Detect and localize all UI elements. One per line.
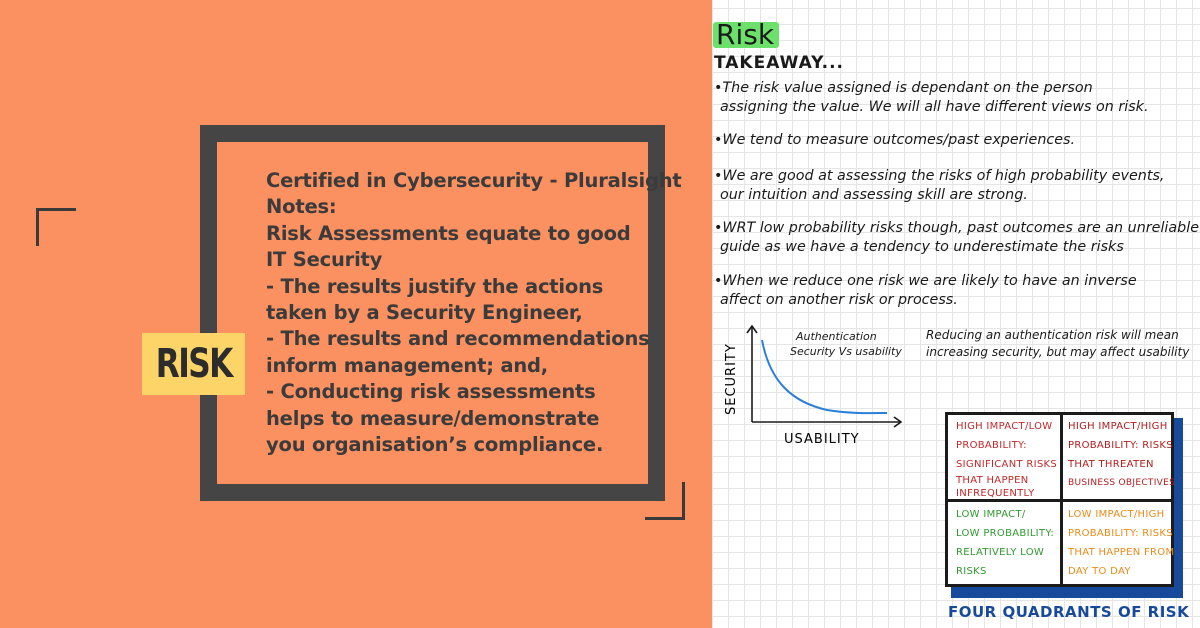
quadrant-line: DAY TO DAY	[1068, 566, 1131, 577]
quadrant-line: PROBABILITY: RISKS	[1068, 528, 1173, 539]
chart-note-line: Reducing an authentication risk will mea…	[926, 328, 1179, 342]
chart-note: Reducing an authentication risk will mea…	[926, 327, 1189, 361]
chart-caption-line: Authentication	[796, 330, 877, 343]
bullet-line: guide as we have a tendency to underesti…	[720, 239, 1124, 255]
quadrant-line: PROBABILITY: RISKS	[1068, 440, 1173, 451]
notes-line: - The results justify the actions	[266, 274, 604, 298]
quadrant-line: LOW PROBABILITY:	[956, 528, 1055, 539]
bullet-item: •We tend to measure outcomes/past experi…	[714, 131, 1075, 150]
bullet-line: •We tend to measure outcomes/past experi…	[714, 132, 1076, 148]
quadrant-line: RISKS	[956, 566, 987, 577]
notes-frame	[200, 125, 665, 501]
risk-badge-label: RISK	[155, 341, 233, 387]
notes-line: you organisation’s compliance.	[266, 433, 604, 457]
corner-bracket-top-left	[36, 208, 76, 246]
notes-line: - Conducting risk assessments	[266, 380, 596, 404]
bullet-item: •We are good at assessing the risks of h…	[714, 167, 1164, 205]
quadrant-low-impact-high-probability: LOW IMPACT/HIGH PROBABILITY: RISKS THAT …	[1068, 505, 1174, 581]
risk-quadrant-grid: HIGH IMPACT/LOW PROBABILITY: SIGNIFICANT…	[945, 412, 1175, 587]
notes-line: Risk Assessments equate to good	[266, 221, 631, 245]
notes-line: Notes:	[266, 195, 337, 219]
bullet-line: •When we reduce one risk we are likely t…	[714, 273, 1137, 289]
title-highlight	[713, 22, 779, 48]
notes-line: IT Security	[266, 248, 383, 272]
notes-title: Risk	[716, 18, 775, 51]
quadrant-line: BUSINESS OBJECTIVES	[1068, 478, 1176, 488]
quadrant-line: SIGNIFICANT RISKS	[956, 459, 1058, 470]
bullet-line: affect on another risk or process.	[720, 292, 958, 308]
notes-line: - The results and recommendations	[266, 327, 650, 351]
quadrant-line: THAT THREATEN	[1068, 459, 1154, 470]
quadrant-low-impact-low-probability: LOW IMPACT/ LOW PROBABILITY: RELATIVELY …	[956, 505, 1054, 581]
quadrant-line: HIGH IMPACT/HIGH	[1068, 421, 1168, 432]
quadrant-line: THAT HAPPEN	[956, 475, 1029, 486]
quadrant-line: HIGH IMPACT/LOW	[956, 421, 1053, 432]
quadrant-divider-horizontal	[948, 499, 1171, 502]
quadrant-line: PROBABILITY:	[956, 440, 1027, 451]
takeaway-heading: TAKEAWAY...	[714, 53, 844, 73]
quadrant-line: RELATIVELY LOW	[956, 547, 1045, 558]
chart-caption-line: Security Vs usability	[790, 345, 902, 358]
chart-y-arrow	[746, 324, 758, 334]
chart-x-label: USABILITY	[784, 432, 860, 447]
notes-line: inform management; and,	[266, 353, 549, 377]
chart-caption: Authentication Security Vs usability	[790, 329, 902, 359]
bullet-line: •The risk value assigned is dependant on…	[714, 80, 1093, 96]
notes-line: Certified in Cybersecurity - Pluralsight	[266, 169, 682, 192]
bullet-item: •When we reduce one risk we are likely t…	[714, 272, 1137, 310]
risk-badge: RISK	[142, 333, 245, 395]
quadrant-high-impact-high-probability: HIGH IMPACT/HIGH PROBABILITY: RISKS THAT…	[1068, 417, 1175, 493]
chart-x-arrow	[893, 416, 903, 428]
corner-bracket-bottom-right	[645, 482, 685, 520]
quadrant-line: LOW IMPACT/	[956, 509, 1026, 520]
notes-text: Certified in Cybersecurity - Pluralsight…	[266, 168, 682, 458]
notes-line: helps to measure/demonstrate	[266, 406, 600, 430]
bullet-line: •WRT low probability risks though, past …	[714, 220, 1200, 236]
chart-curve	[761, 339, 888, 415]
quadrant-line: THAT HAPPEN FROM	[1068, 547, 1175, 558]
left-panel: Certified in Cybersecurity - Pluralsight…	[0, 0, 712, 628]
handwritten-notes-panel: Risk TAKEAWAY... •The risk value assigne…	[712, 0, 1200, 628]
bullet-item: •The risk value assigned is dependant on…	[714, 79, 1149, 117]
bullet-line: •We are good at assessing the risks of h…	[714, 168, 1165, 184]
quadrant-caption: FOUR QUADRANTS OF RISK	[948, 603, 1190, 621]
security-usability-chart	[746, 324, 903, 428]
quadrant-line: LOW IMPACT/HIGH	[1068, 509, 1165, 520]
chart-note-line: increasing security, but may affect usab…	[926, 345, 1190, 359]
quadrant-high-impact-low-probability: HIGH IMPACT/LOW PROBABILITY: SIGNIFICANT…	[956, 417, 1057, 500]
chart-y-label: SECURITY	[724, 343, 739, 415]
bullet-line: assigning the value. We will all have di…	[720, 99, 1149, 115]
bullet-item: •WRT low probability risks though, past …	[714, 219, 1199, 257]
quadrant-line: INFREQUENTLY	[956, 488, 1035, 499]
bullet-line: our intuition and assessing skill are st…	[720, 187, 1028, 203]
notes-line: taken by a Security Engineer,	[266, 301, 583, 325]
